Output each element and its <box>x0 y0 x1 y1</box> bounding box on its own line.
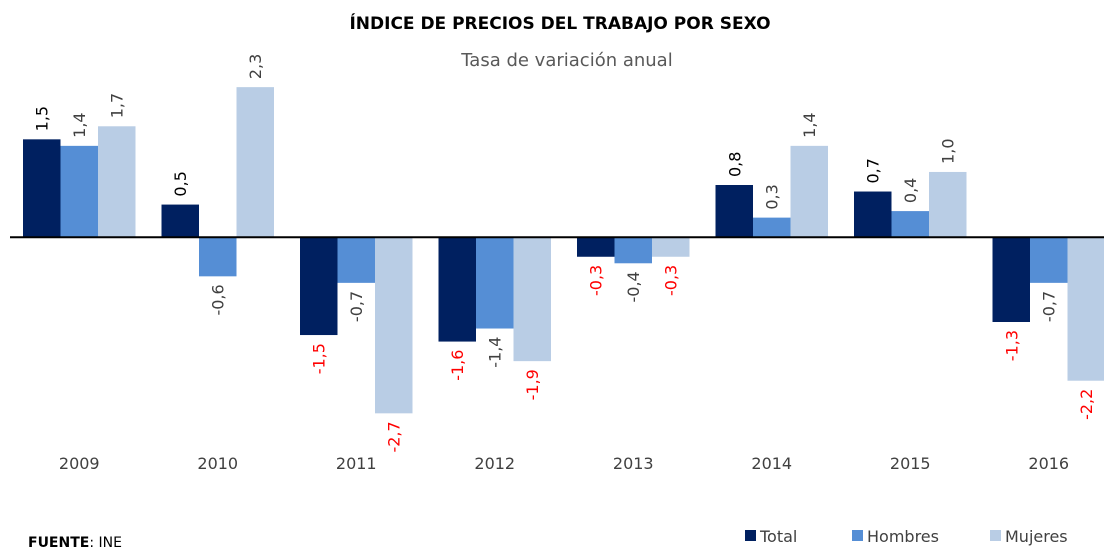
bar <box>337 237 375 283</box>
x-tick-label: 2010 <box>197 454 238 473</box>
legend-swatch <box>745 530 756 541</box>
value-label: 1,4 <box>70 112 89 137</box>
x-tick-label: 2011 <box>336 454 377 473</box>
value-label: -1,4 <box>486 337 505 368</box>
legend-label: Total <box>759 527 797 546</box>
x-tick-label: 2009 <box>59 454 100 473</box>
bar <box>891 211 929 238</box>
value-label: -0,4 <box>624 271 643 302</box>
value-label: 0,8 <box>725 152 744 177</box>
bar <box>23 139 61 238</box>
value-label: -0,7 <box>347 291 366 322</box>
bar <box>236 87 274 238</box>
bar <box>614 237 652 264</box>
chart-title: ÍNDICE DE PRECIOS DEL TRABAJO POR SEXO <box>349 12 770 34</box>
value-label: 0,7 <box>864 158 883 183</box>
source-label: FUENTE <box>28 535 89 548</box>
value-label: -0,3 <box>587 265 606 296</box>
bar <box>513 237 551 362</box>
bar <box>753 217 791 238</box>
bar <box>60 145 98 238</box>
legend-swatch <box>990 530 1001 541</box>
bar <box>300 237 338 336</box>
value-label: 2,3 <box>246 54 265 79</box>
value-label: 0,4 <box>901 178 920 203</box>
value-label: 0,3 <box>763 184 782 209</box>
bar <box>1030 237 1068 283</box>
value-label: 0,5 <box>171 171 190 196</box>
x-tick-label: 2013 <box>613 454 654 473</box>
bar <box>992 237 1030 322</box>
x-tick-label: 2014 <box>751 454 792 473</box>
value-label: -1,5 <box>310 343 329 374</box>
value-label: -0,3 <box>662 265 681 296</box>
bar <box>199 237 237 277</box>
value-label: -2,7 <box>385 421 404 452</box>
value-label: 1,0 <box>939 138 958 163</box>
value-label: -0,7 <box>1040 291 1059 322</box>
bar <box>854 191 892 238</box>
bar <box>577 237 615 257</box>
value-label: -2,2 <box>1077 389 1096 420</box>
x-tick-label: 2016 <box>1028 454 1069 473</box>
chart-subtitle: Tasa de variación anual <box>460 50 672 71</box>
bar <box>375 237 413 414</box>
bar <box>1067 237 1104 381</box>
source: FUENTE: INE <box>28 535 122 548</box>
value-label: -0,6 <box>209 284 228 315</box>
x-tick-label: 2012 <box>474 454 515 473</box>
source-text: : INE <box>89 535 122 548</box>
bar <box>790 145 828 238</box>
value-label: -1,6 <box>448 350 467 381</box>
bar <box>652 237 690 257</box>
bar <box>929 171 967 238</box>
x-tick-label: 2015 <box>890 454 931 473</box>
legend-label: Hombres <box>867 527 939 546</box>
value-label: 1,4 <box>800 112 819 137</box>
bar <box>715 185 753 238</box>
legend-label: Mujeres <box>1005 527 1068 546</box>
bar <box>161 204 199 238</box>
bar <box>476 237 514 329</box>
legend-swatch <box>852 530 863 541</box>
value-label: 1,7 <box>108 93 127 118</box>
bar <box>98 126 136 238</box>
value-label: -1,3 <box>1002 330 1021 361</box>
bar <box>438 237 476 342</box>
value-label: 1,5 <box>33 106 52 131</box>
value-label: -1,9 <box>523 369 542 400</box>
